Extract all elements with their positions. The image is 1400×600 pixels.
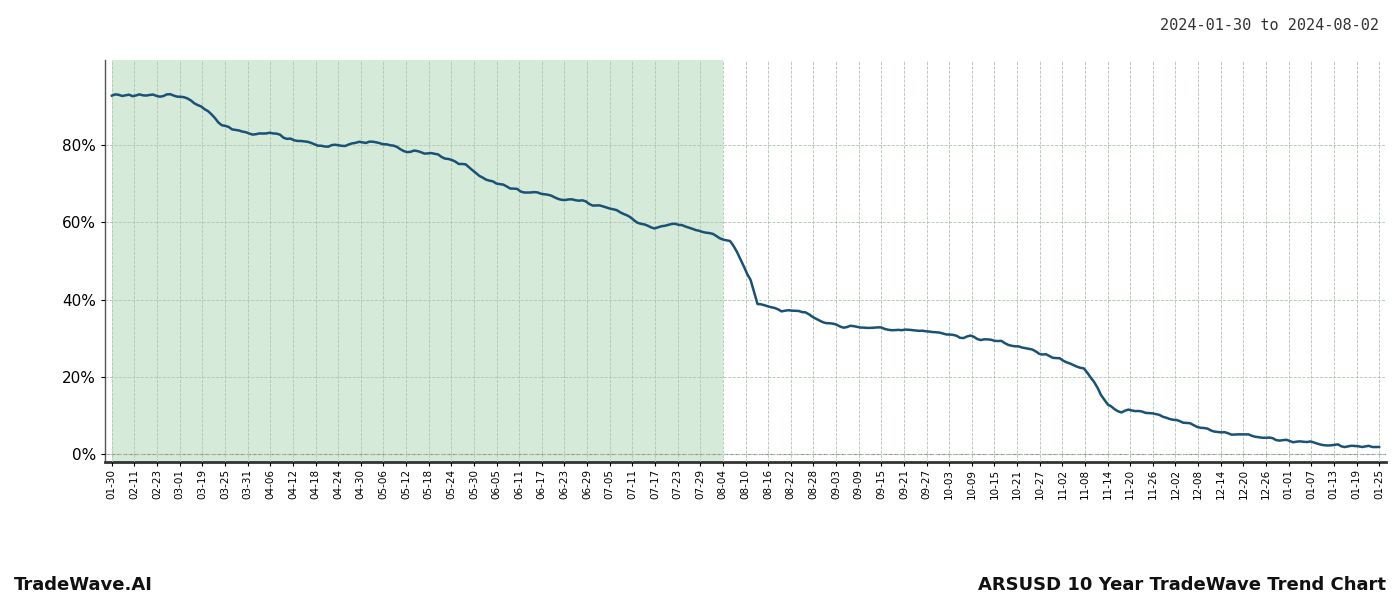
- Text: 2024-01-30 to 2024-08-02: 2024-01-30 to 2024-08-02: [1161, 18, 1379, 33]
- Bar: [112, 60, 722, 462]
- Text: TradeWave.AI: TradeWave.AI: [14, 576, 153, 594]
- Text: ARSUSD 10 Year TradeWave Trend Chart: ARSUSD 10 Year TradeWave Trend Chart: [979, 576, 1386, 594]
